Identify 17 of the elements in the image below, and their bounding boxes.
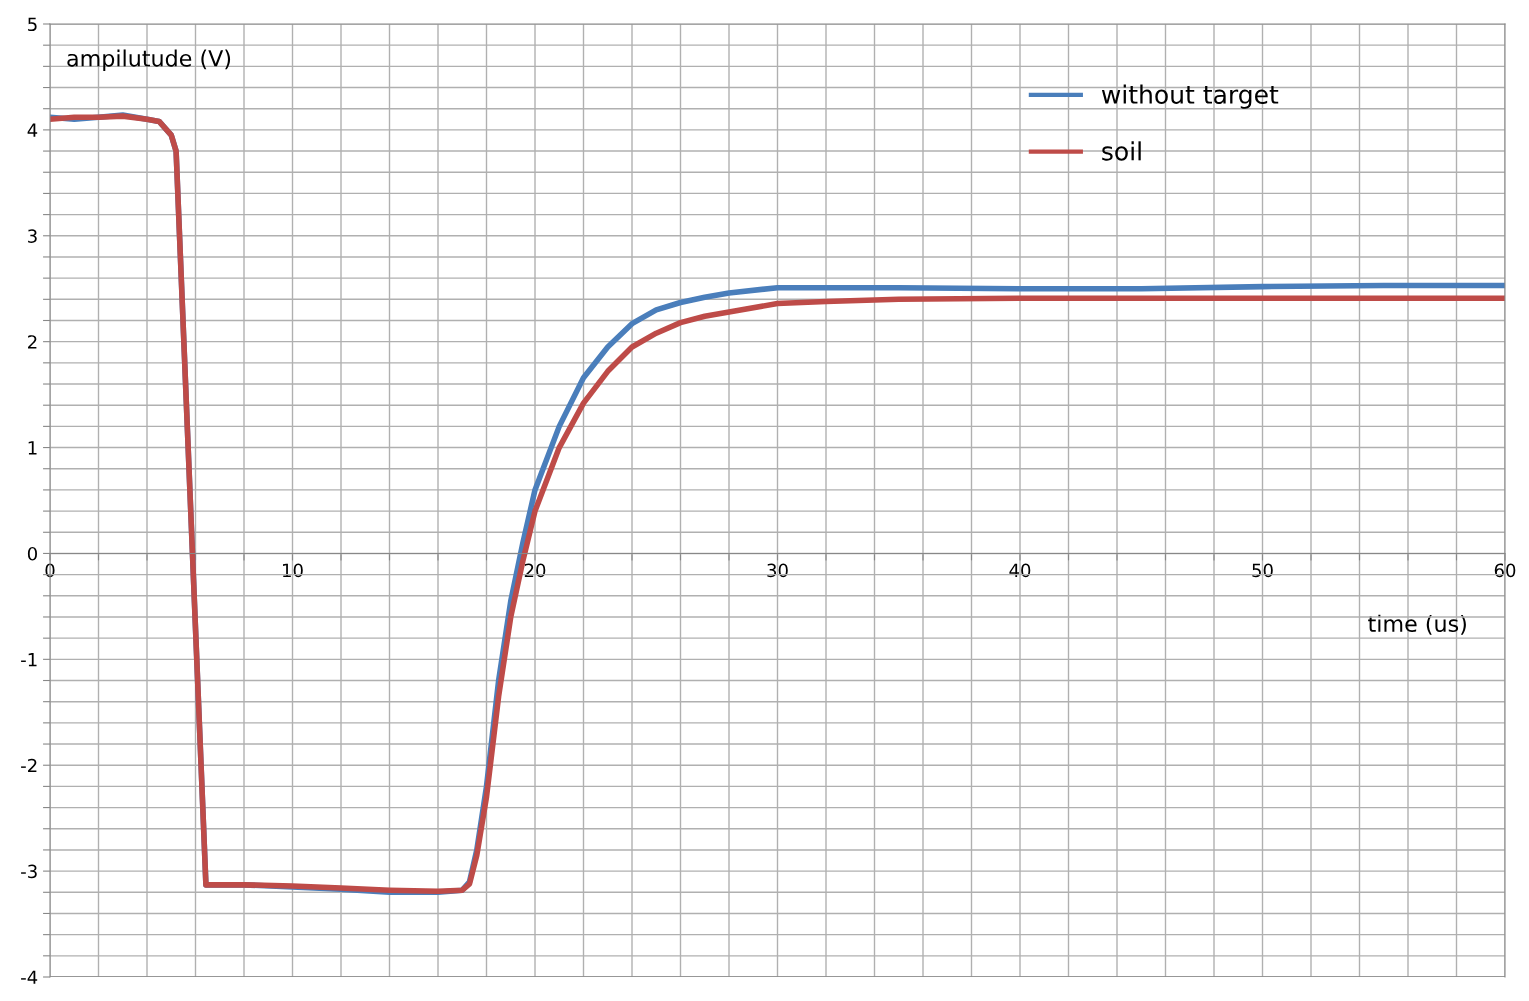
x-tick-label: 60 — [1494, 563, 1516, 578]
x-tick-label: 40 — [1009, 563, 1031, 578]
x-tick-label: 0 — [45, 563, 55, 578]
y-tick-label: 5 — [28, 17, 37, 32]
x-axis-title: time (us) — [1368, 614, 1466, 635]
y-tick-label: 3 — [28, 229, 37, 243]
y-tick-label: -1 — [21, 653, 37, 667]
legend-label: without target — [1101, 84, 1279, 109]
y-tick-label: 1 — [28, 441, 37, 455]
y-tick-label: 4 — [27, 123, 38, 137]
legend-label: soil — [1102, 141, 1141, 161]
y-tick-label: 0 — [27, 546, 37, 561]
y-axis-title: ampilutude (V) — [67, 49, 231, 71]
y-tick-label: -2 — [21, 758, 37, 773]
y-tick-label: -3 — [21, 864, 37, 879]
y-tick-label: 2 — [28, 335, 37, 349]
y-tick-label: -4 — [21, 970, 38, 984]
